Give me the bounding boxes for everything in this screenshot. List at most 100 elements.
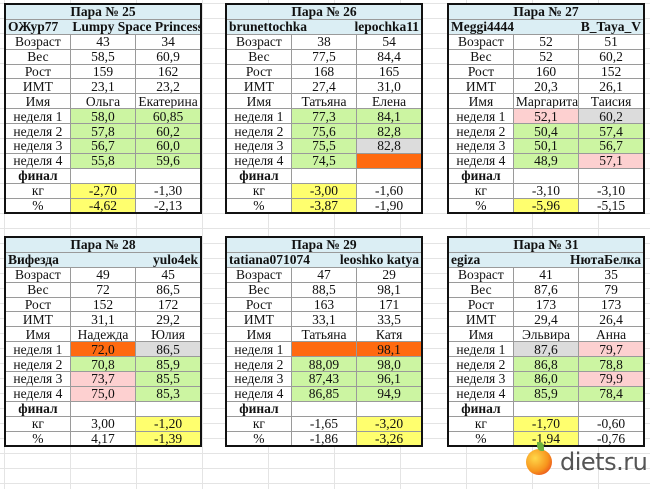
value-cell: 52,1 bbox=[512, 108, 580, 125]
value-cell bbox=[578, 400, 645, 417]
value-cell: 47 bbox=[290, 266, 358, 283]
table-row: Имя Маргарита Таисия bbox=[447, 93, 645, 110]
pair-table: Пара № 25 ОЖур77 Lumpy Space Princess Возра… bbox=[4, 3, 202, 215]
value-cell: 54 bbox=[356, 33, 423, 50]
value-cell: -1,30 bbox=[135, 182, 202, 199]
row-label: Рост bbox=[225, 63, 292, 80]
row-label: неделя 3 bbox=[447, 371, 514, 387]
value-cell: 159 bbox=[69, 63, 137, 80]
row-label: финал bbox=[447, 167, 514, 184]
row-label: Имя bbox=[225, 93, 292, 110]
user1-name: Meggi4444 bbox=[447, 18, 514, 35]
value-cell: -1,39 bbox=[135, 430, 202, 447]
value-cell: 94,9 bbox=[356, 385, 423, 402]
value-cell: 173 bbox=[512, 296, 580, 313]
table-row: Рост 160 152 bbox=[447, 63, 645, 80]
value-cell: 98,0 bbox=[356, 356, 423, 373]
row-label: кг bbox=[447, 415, 514, 432]
row-label: Имя bbox=[225, 326, 292, 343]
table-row: % -3,87 -1,90 bbox=[225, 197, 423, 214]
value-cell: 88,09 bbox=[290, 356, 358, 373]
value-cell: 60,9 bbox=[135, 48, 202, 65]
value-cell: 86,0 bbox=[512, 371, 580, 387]
value-cell: 31,0 bbox=[356, 78, 423, 95]
value-cell: 59,6 bbox=[135, 152, 202, 169]
table-row: неделя 3 86,0 79,9 bbox=[447, 371, 645, 387]
table-row: Имя Надежда Юлия bbox=[4, 326, 202, 343]
value-cell: 82,8 bbox=[356, 138, 423, 154]
value-cell: 20,3 bbox=[512, 78, 580, 95]
value-cell: -1,94 bbox=[512, 430, 580, 447]
row-label: Возраст bbox=[447, 33, 514, 50]
value-cell: 79 bbox=[578, 281, 645, 298]
value-cell: 172 bbox=[135, 296, 202, 313]
value-cell: 50,4 bbox=[512, 123, 580, 140]
diets-logo[interactable]: diets.ru bbox=[526, 442, 648, 476]
value-cell: -0,60 bbox=[578, 415, 645, 432]
value-cell: 98,1 bbox=[356, 281, 423, 298]
value-cell: 86,5 bbox=[135, 341, 202, 358]
user2-name: leoshko katya bbox=[291, 251, 423, 268]
row-label: Возраст bbox=[447, 266, 514, 283]
row-label: неделя 3 bbox=[225, 138, 292, 154]
row-label: ИМТ bbox=[447, 78, 514, 95]
value-cell: Юлия bbox=[135, 326, 202, 343]
value-cell: 85,9 bbox=[135, 356, 202, 373]
value-cell bbox=[290, 167, 358, 184]
row-label: Рост bbox=[447, 63, 514, 80]
row-label: Вес bbox=[4, 48, 71, 65]
value-cell bbox=[135, 167, 202, 184]
pair-title: Пара № 31 bbox=[447, 236, 645, 253]
row-label: Вес bbox=[4, 281, 71, 298]
row-label: ИМТ bbox=[447, 311, 514, 328]
pair-table: Пара № 27 Meggi4444 B_Taya_V Возраст 52 51 Вес… bbox=[447, 3, 645, 215]
value-cell: -2,70 bbox=[69, 182, 137, 199]
table-row: кг -1,65 -3,20 bbox=[225, 415, 423, 432]
user2-name: lepochka11 bbox=[291, 18, 423, 35]
row-label: Вес bbox=[447, 281, 514, 298]
value-cell: Татьяна bbox=[290, 93, 358, 110]
table-row: неделя 1 87,6 79,7 bbox=[447, 341, 645, 358]
table-row: Имя Эльвира Анна bbox=[447, 326, 645, 343]
table-row: неделя 1 77,3 84,1 bbox=[225, 108, 423, 125]
table-row: финал bbox=[225, 167, 423, 184]
table-row: Рост 159 162 bbox=[4, 63, 202, 80]
value-cell: 50,1 bbox=[512, 138, 580, 154]
pair-title: Пара № 25 bbox=[4, 3, 202, 20]
row-label: неделя 2 bbox=[447, 356, 514, 373]
value-cell: 49 bbox=[69, 266, 137, 283]
table-row: неделя 1 52,1 60,2 bbox=[447, 108, 645, 125]
table-row: % 4,17 -1,39 bbox=[4, 430, 202, 447]
row-label: Рост bbox=[4, 63, 71, 80]
value-cell: 38 bbox=[290, 33, 358, 50]
table-row: кг -3,00 -1,60 bbox=[225, 182, 423, 199]
value-cell: -3,10 bbox=[512, 182, 580, 199]
table-row: кг -1,70 -0,60 bbox=[447, 415, 645, 432]
value-cell: 4,17 bbox=[69, 430, 137, 447]
value-cell: 60,85 bbox=[135, 108, 202, 125]
value-cell: 58,0 bbox=[69, 108, 137, 125]
value-cell: -0,76 bbox=[578, 430, 645, 447]
user1-name: egiza bbox=[447, 251, 514, 268]
table-row: неделя 2 50,4 57,4 bbox=[447, 123, 645, 140]
row-label: ИМТ bbox=[4, 78, 71, 95]
row-label: неделя 1 bbox=[4, 108, 71, 125]
value-cell: 51 bbox=[578, 33, 645, 50]
value-cell: 45 bbox=[135, 266, 202, 283]
value-cell: 86,85 bbox=[290, 385, 358, 402]
row-label: Рост bbox=[4, 296, 71, 313]
value-cell bbox=[356, 400, 423, 417]
row-label: Возраст bbox=[4, 33, 71, 50]
value-cell: 78,4 bbox=[578, 385, 645, 402]
value-cell: 78,8 bbox=[578, 356, 645, 373]
value-cell: 88,5 bbox=[290, 281, 358, 298]
value-cell bbox=[578, 167, 645, 184]
table-row: неделя 3 73,7 85,5 bbox=[4, 371, 202, 387]
value-cell: 57,1 bbox=[578, 152, 645, 169]
value-cell: 29,2 bbox=[135, 311, 202, 328]
row-label: финал bbox=[4, 167, 71, 184]
value-cell: -1,20 bbox=[135, 415, 202, 432]
value-cell: 60,0 bbox=[135, 138, 202, 154]
table-row: Рост 173 173 bbox=[447, 296, 645, 313]
row-label: неделя 4 bbox=[447, 385, 514, 402]
